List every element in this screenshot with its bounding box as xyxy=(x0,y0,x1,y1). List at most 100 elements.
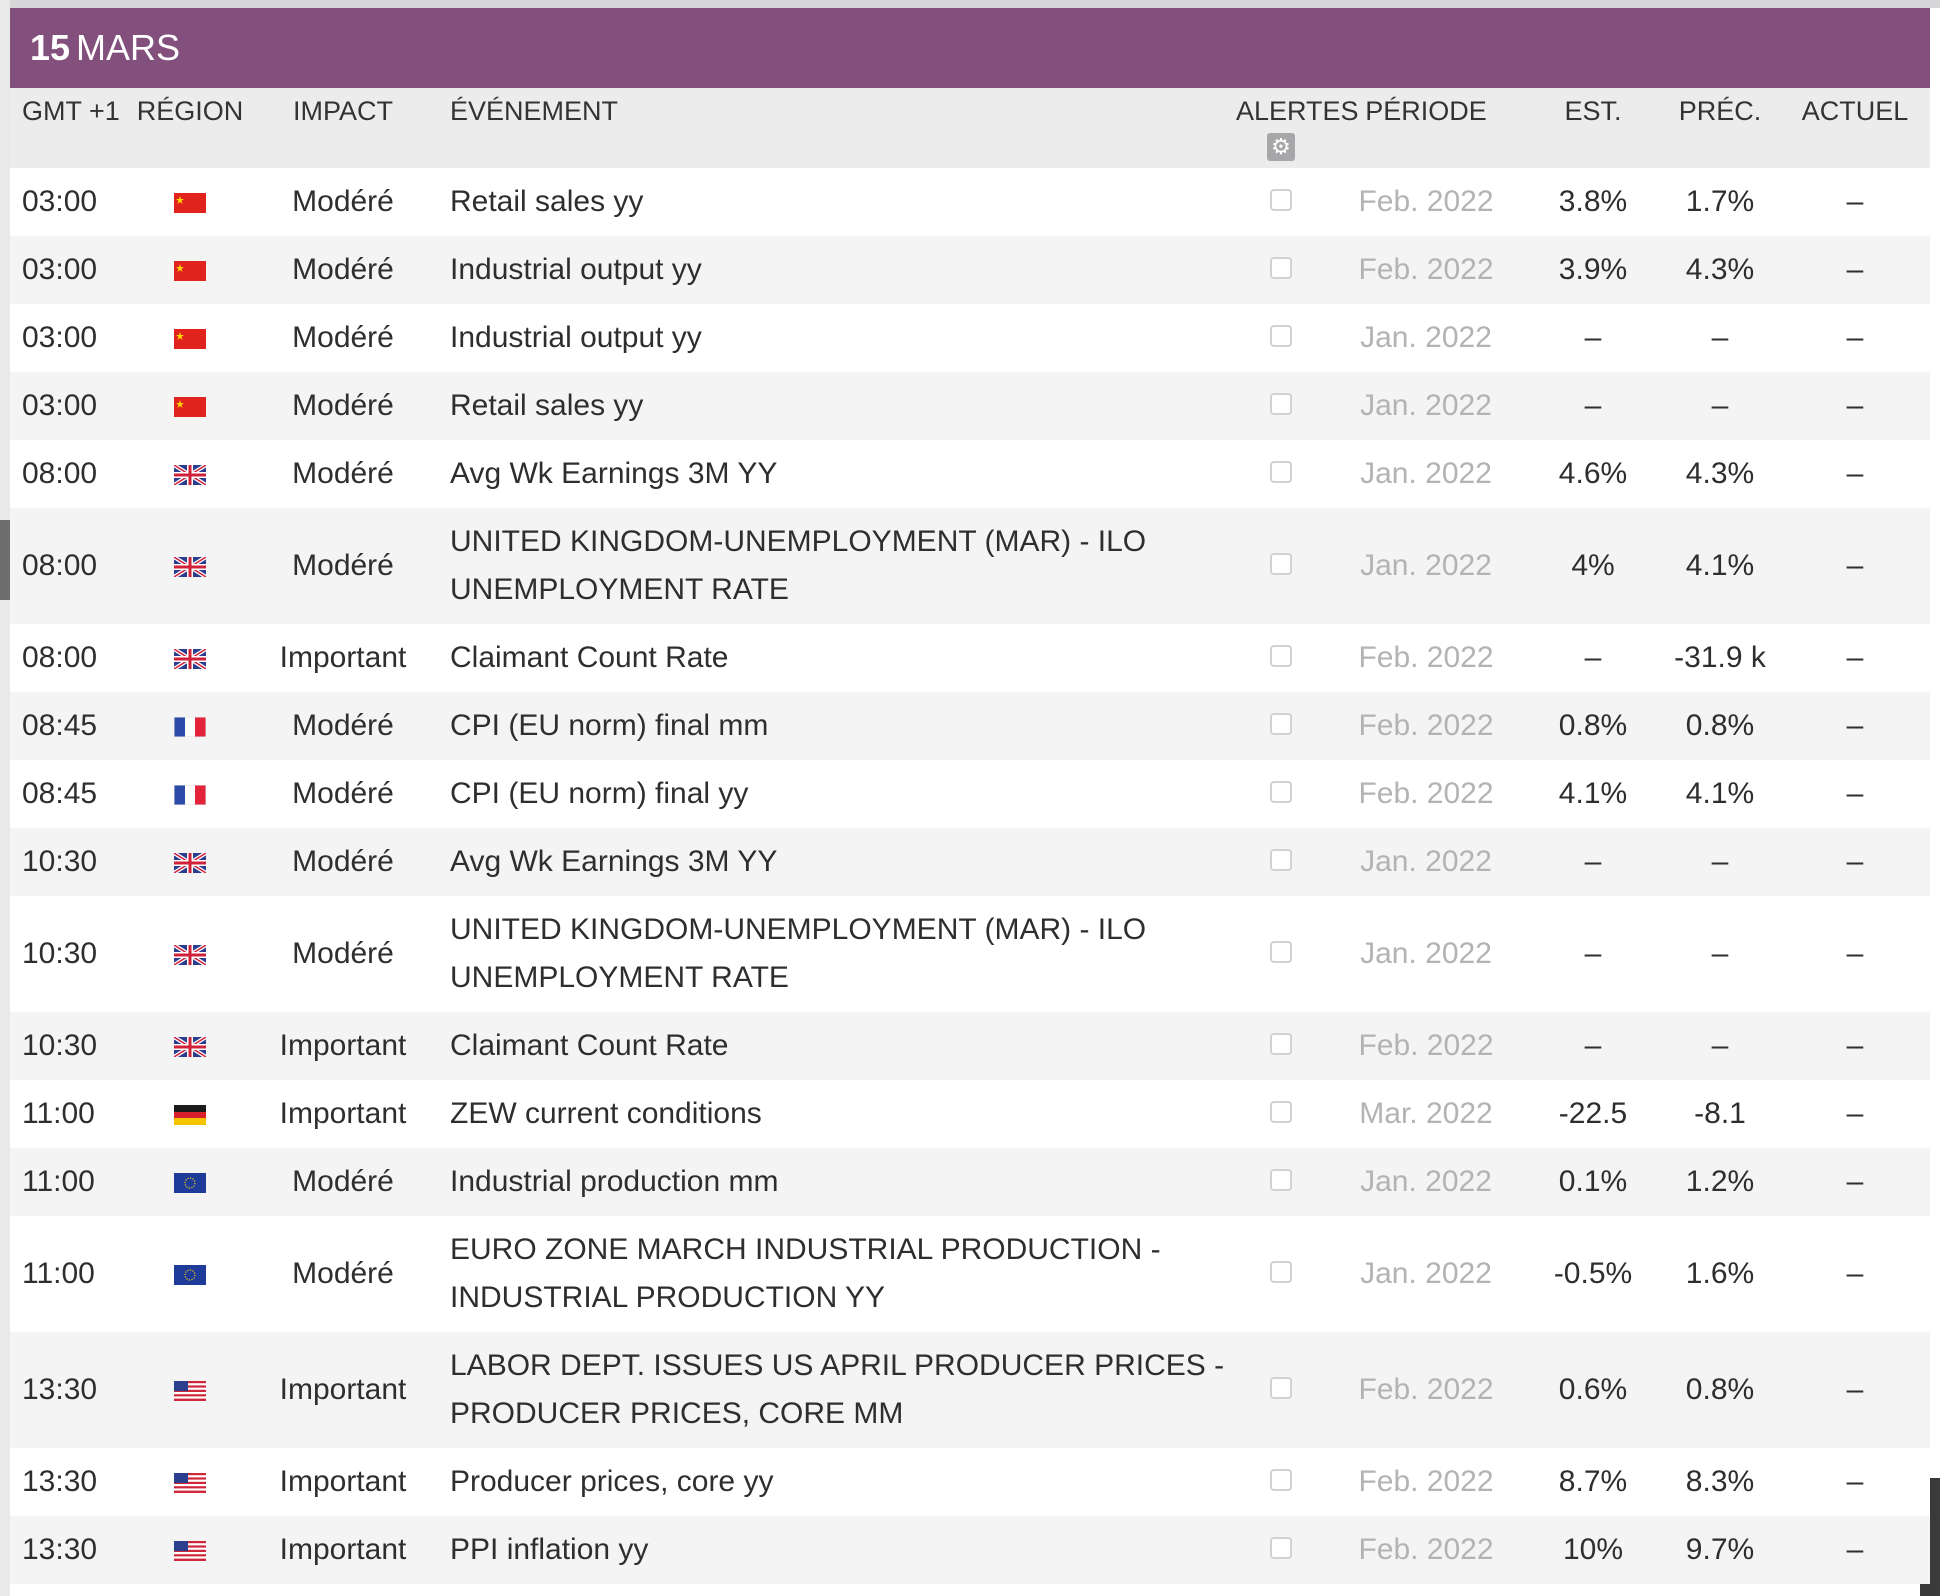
event-name[interactable]: Retail sales yy xyxy=(450,389,644,422)
col-actual-header[interactable]: ACTUEL xyxy=(1801,96,1909,126)
alert-cell xyxy=(1236,1097,1326,1131)
previous-value: -31.9 k xyxy=(1674,641,1766,674)
alert-checkbox[interactable] xyxy=(1270,325,1292,347)
alert-checkbox[interactable] xyxy=(1270,1033,1292,1055)
alert-checkbox[interactable] xyxy=(1270,1169,1292,1191)
table-row[interactable]: 11:00 Important ZEW current conditions Mar.… xyxy=(10,1080,1930,1148)
table-row[interactable]: 03:00 Modéré Retail sales yy Jan. 2022 – – – xyxy=(10,372,1930,440)
impact-level: Modéré xyxy=(292,253,394,286)
table-row[interactable]: 13:30 Important LABOR DEPT. ISSUES US APRI… xyxy=(10,1332,1930,1448)
event-name[interactable]: CPI (EU norm) final mm xyxy=(450,709,769,742)
alert-checkbox[interactable] xyxy=(1270,1377,1292,1399)
period-value: Jan. 2022 xyxy=(1360,845,1492,878)
alert-checkbox[interactable] xyxy=(1270,553,1292,575)
estimate-value: 4.6% xyxy=(1558,457,1628,490)
actual-value: – xyxy=(1846,389,1864,422)
alert-checkbox[interactable] xyxy=(1270,1469,1292,1491)
impact-level: Modéré xyxy=(292,457,394,490)
event-name[interactable]: ZEW current conditions xyxy=(450,1097,762,1130)
estimate-value: – xyxy=(1584,937,1602,970)
previous-value: 8.3% xyxy=(1685,1465,1755,1498)
impact-level: Modéré xyxy=(292,709,394,742)
event-name[interactable]: CPI (EU norm) final yy xyxy=(450,777,749,810)
date-day: 15 xyxy=(30,27,71,68)
event-name[interactable]: Claimant Count Rate xyxy=(450,1029,729,1062)
table-row[interactable]: 03:00 Modéré Industrial output yy Feb. 2022… xyxy=(10,236,1930,304)
actual-value: – xyxy=(1846,777,1864,810)
period-value: Jan. 2022 xyxy=(1360,389,1492,422)
alert-checkbox[interactable] xyxy=(1270,713,1292,735)
col-time-header[interactable]: GMT +1 xyxy=(22,96,120,126)
alert-checkbox[interactable] xyxy=(1270,393,1292,415)
event-name[interactable]: Avg Wk Earnings 3M YY xyxy=(450,845,778,878)
us-flag-icon xyxy=(174,1541,206,1562)
event-name[interactable]: EURO ZONE MARCH INDUSTRIAL PRODUCTION - … xyxy=(450,1233,1161,1314)
alert-checkbox[interactable] xyxy=(1270,1261,1292,1283)
table-row[interactable]: 03:00 Modéré Retail sales yy Feb. 2022 3.8% 1… xyxy=(10,168,1930,236)
table-row[interactable]: 03:00 Modéré Industrial output yy Jan. 2022… xyxy=(10,304,1930,372)
left-scroll-marker[interactable] xyxy=(0,520,10,600)
alert-cell xyxy=(1236,641,1326,675)
table-row[interactable]: 10:30 Important Claimant Count Rate Feb. 20… xyxy=(10,1012,1930,1080)
table-row[interactable]: 08:00 Modéré Avg Wk Earnings 3M YY Jan. 202… xyxy=(10,440,1930,508)
alert-checkbox[interactable] xyxy=(1270,189,1292,211)
alert-checkbox[interactable] xyxy=(1270,645,1292,667)
col-region-header[interactable]: RÉGION xyxy=(136,96,244,126)
period-value: Jan. 2022 xyxy=(1360,1257,1492,1290)
gear-icon[interactable]: ⚙ xyxy=(1267,133,1295,161)
alert-checkbox[interactable] xyxy=(1270,781,1292,803)
alert-checkbox[interactable] xyxy=(1270,257,1292,279)
period-value: Mar. 2022 xyxy=(1359,1097,1493,1130)
event-name[interactable]: UNITED KINGDOM-UNEMPLOYMENT (MAR) - ILO … xyxy=(450,913,1147,994)
table-row[interactable]: 10:30 Modéré Avg Wk Earnings 3M YY Jan. 202… xyxy=(10,828,1930,896)
event-name[interactable]: LABOR DEPT. ISSUES US APRIL PRODUCER PRI… xyxy=(450,1349,1225,1430)
estimate-value: 0.1% xyxy=(1558,1165,1628,1198)
event-name[interactable]: Claimant Count Rate xyxy=(450,641,729,674)
actual-value: – xyxy=(1846,457,1864,490)
region-cell xyxy=(130,1257,250,1291)
estimate-value: -0.5% xyxy=(1553,1257,1633,1290)
col-alerts-header: ALERTES ⚙ xyxy=(1236,88,1359,161)
previous-value: -8.1 xyxy=(1694,1097,1746,1130)
event-name[interactable]: Avg Wk Earnings 3M YY xyxy=(450,457,778,490)
region-cell xyxy=(130,1373,250,1407)
alert-cell xyxy=(1236,549,1326,583)
impact-level: Modéré xyxy=(292,777,394,810)
previous-value: – xyxy=(1711,321,1729,354)
uk-flag-icon xyxy=(174,945,206,966)
uk-flag-icon xyxy=(174,649,206,670)
table-row[interactable]: 11:00 Modéré Industrial production mm Jan. … xyxy=(10,1148,1930,1216)
col-prev-header[interactable]: PRÉC. xyxy=(1678,96,1762,126)
region-cell xyxy=(130,641,250,675)
event-time: 11:00 xyxy=(22,1165,95,1198)
table-row[interactable]: 08:45 Modéré CPI (EU norm) final mm Feb. 20… xyxy=(10,692,1930,760)
region-cell xyxy=(130,1097,250,1131)
event-name[interactable]: UNITED KINGDOM-UNEMPLOYMENT (MAR) - ILO … xyxy=(450,525,1147,606)
alert-checkbox[interactable] xyxy=(1270,461,1292,483)
col-period-header[interactable]: PÉRIODE xyxy=(1365,96,1487,126)
alert-checkbox[interactable] xyxy=(1270,1101,1292,1123)
table-row[interactable]: 13:30 Important Producer prices, core yy Fe… xyxy=(10,1448,1930,1516)
alert-checkbox[interactable] xyxy=(1270,849,1292,871)
table-row[interactable]: 13:30 Important PPI inflation yy Feb. 2022 1… xyxy=(10,1516,1930,1584)
period-value: Jan. 2022 xyxy=(1360,1165,1492,1198)
table-row[interactable]: 08:00 Important Claimant Count Rate Feb. 20… xyxy=(10,624,1930,692)
col-impact-header[interactable]: IMPACT xyxy=(293,96,393,126)
table-row[interactable]: 10:30 Modéré UNITED KINGDOM-UNEMPLOYMENT (… xyxy=(10,896,1930,1012)
event-name[interactable]: Industrial production mm xyxy=(450,1165,779,1198)
table-row[interactable]: 08:45 Modéré CPI (EU norm) final yy Feb. 20… xyxy=(10,760,1930,828)
event-name[interactable]: Industrial output yy xyxy=(450,253,702,286)
col-event-header[interactable]: ÉVÉNEMENT xyxy=(450,96,619,126)
event-name[interactable]: Producer prices, core yy xyxy=(450,1465,774,1498)
region-cell xyxy=(130,253,250,287)
alert-checkbox[interactable] xyxy=(1270,941,1292,963)
table-row[interactable]: 08:00 Modéré UNITED KINGDOM-UNEMPLOYMENT (… xyxy=(10,508,1930,624)
region-cell xyxy=(130,1465,250,1499)
event-name[interactable]: Industrial output yy xyxy=(450,321,702,354)
col-est-header[interactable]: EST. xyxy=(1564,96,1622,126)
event-name[interactable]: PPI inflation yy xyxy=(450,1533,649,1566)
alert-checkbox[interactable] xyxy=(1270,1537,1292,1559)
event-name[interactable]: Retail sales yy xyxy=(450,185,644,218)
table-row[interactable]: 11:00 Modéré EURO ZONE MARCH INDUSTRIAL PR… xyxy=(10,1216,1930,1332)
event-time: 11:00 xyxy=(22,1097,95,1130)
